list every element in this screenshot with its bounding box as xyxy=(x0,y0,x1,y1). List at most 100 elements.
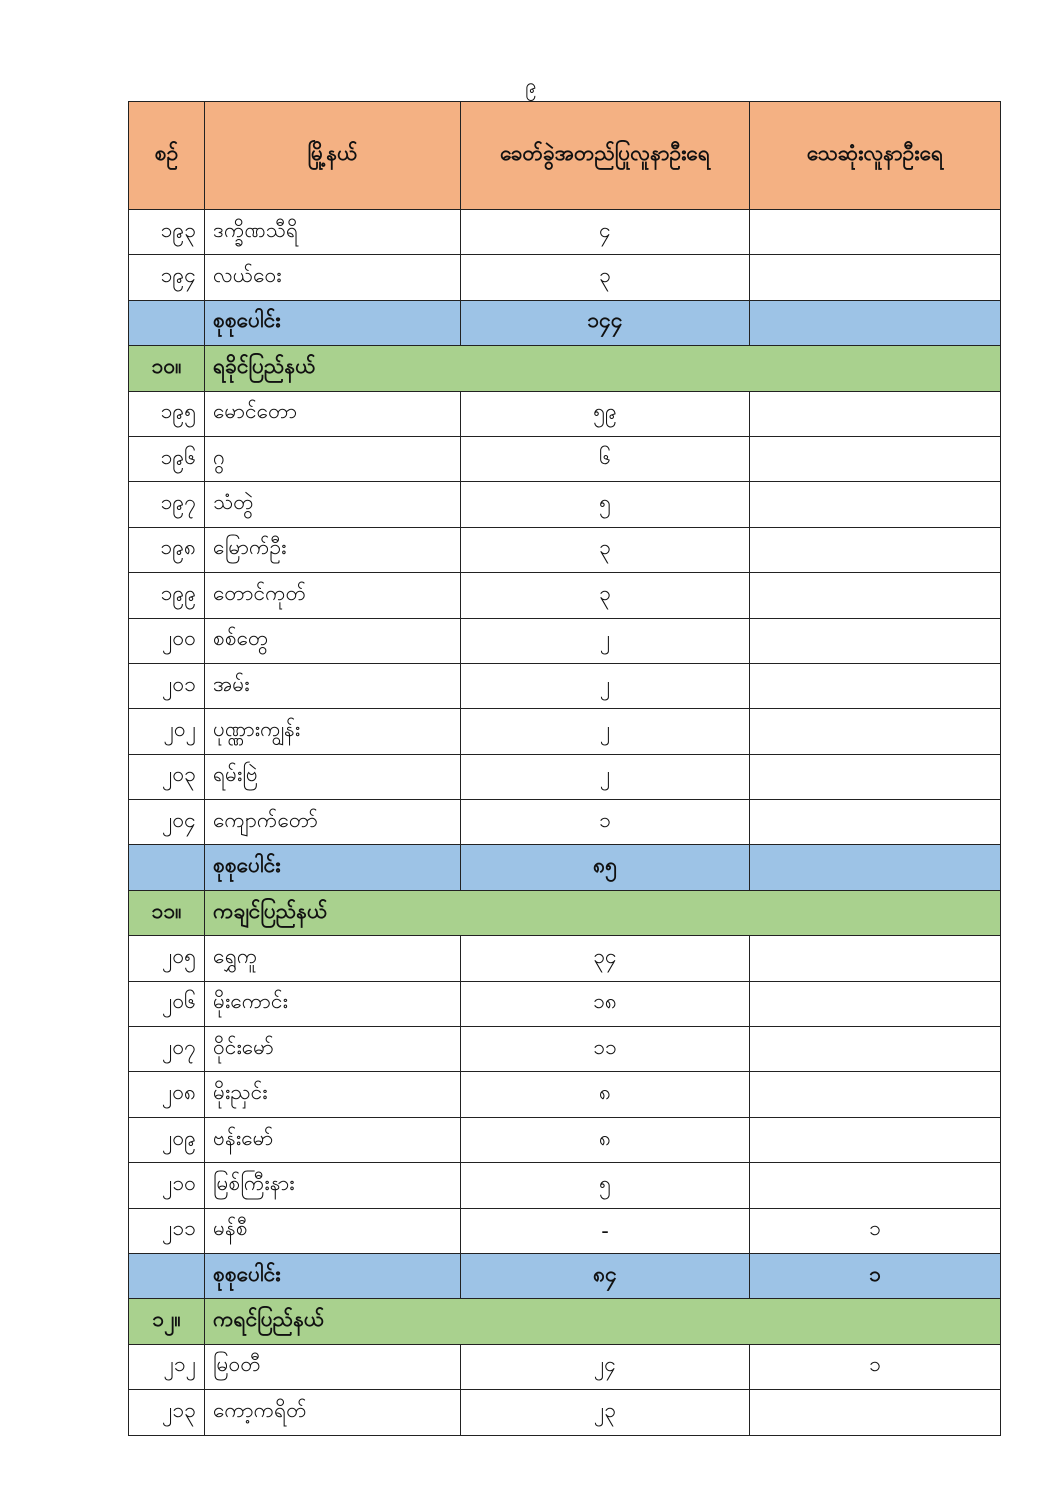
section-state-name: ကချင်ပြည်နယ် xyxy=(204,889,1001,937)
death-count: ၁ xyxy=(749,1252,1001,1300)
table-row: ၂၀၄ ကျောက်တော်၁ xyxy=(128,799,1001,846)
section-row: ၁၂။ ကရင်ပြည်နယ် xyxy=(128,1298,1001,1345)
confirmed-count: ၂ xyxy=(460,617,750,664)
death-count xyxy=(749,572,1001,619)
table-row: ၂၀၃ ရမ်းဗြဲ၂ xyxy=(128,753,1001,801)
death-count xyxy=(749,390,1001,437)
township-name: မန်စီ xyxy=(204,1207,461,1254)
serial-number: ၂၀၁ xyxy=(128,662,205,710)
township-name: မြစ်ကြီးနား xyxy=(204,1162,461,1209)
death-count xyxy=(749,1026,1001,1073)
total-label: စုစုပေါင်း xyxy=(204,299,461,347)
serial-number: ၂၁၃ xyxy=(128,1389,205,1436)
table-row: ၁၉၅ မောင်တော ၅၉ xyxy=(128,390,1001,437)
table-row: ၁၉၄ လယ်ဝေး၃ xyxy=(128,254,1001,301)
table-row: ၂၀၁ အမ်း၂ xyxy=(128,662,1001,710)
serial-number: ၂၀၈ xyxy=(128,1071,205,1118)
header-deaths: သေဆုံးလူနာဦးရေ xyxy=(749,101,1001,210)
township-name: မြဝတီ xyxy=(204,1343,461,1391)
table-row: ၁၉၈ မြောက်ဦး၃ xyxy=(128,526,1001,574)
table-row: ၂၀၉ ဗန်းမော်၈ xyxy=(128,1116,1001,1164)
table-row: ၁၉၆ ဂွ၆ xyxy=(128,435,1001,483)
section-row: ၁၁။ ကချင်ပြည်နယ် xyxy=(128,889,1001,937)
serial-number: ၁၉၅ xyxy=(128,390,205,437)
confirmed-count: ၅ xyxy=(460,1162,750,1209)
township-cases-table: စဉ် မြို့နယ် ခေတ်ခွဲအတည်ပြုလူနာဦးရေ သေဆု… xyxy=(128,101,1001,1436)
table-row: ၁၉၃ ဒက္ခိဏသီရိ၄ xyxy=(128,208,1001,256)
serial-number: ၁၉၆ xyxy=(128,435,205,483)
serial-number: ၂၀၆ xyxy=(128,980,205,1028)
serial-number: ၂၀၄ xyxy=(128,799,205,846)
serial-number xyxy=(128,299,205,347)
confirmed-count: ၅၉ xyxy=(460,390,750,437)
serial-number: ၁၉၇ xyxy=(128,481,205,528)
township-name: မောင်တော xyxy=(204,390,461,437)
death-count xyxy=(749,208,1001,256)
total-label: စုစုပေါင်း xyxy=(204,844,461,891)
confirmed-count: ၂၃ xyxy=(460,1389,750,1436)
confirmed-count: ၁၄၄ xyxy=(460,299,750,347)
confirmed-count: ၆ xyxy=(460,435,750,483)
table-row: ၂၀၅ ရွှေကူ ၃၄ xyxy=(128,935,1001,982)
table-row: ၁၉၉ တောင်ကုတ်၃ xyxy=(128,572,1001,619)
township-name: ရွှေကူ xyxy=(204,935,461,982)
confirmed-count: ၈၄ xyxy=(460,1252,750,1300)
table-row: ၂၁၂ မြဝတီ ၂၄၁ xyxy=(128,1343,1001,1391)
confirmed-count: ၃ xyxy=(460,254,750,301)
serial-number: ၂၀၃ xyxy=(128,753,205,801)
serial-number: ၂၁၁ xyxy=(128,1207,205,1254)
table-row: ၁၉၇ သံတွဲ၅ xyxy=(128,481,1001,528)
township-name: ဗန်းမော် xyxy=(204,1116,461,1164)
confirmed-count: ၅ xyxy=(460,481,750,528)
death-count xyxy=(749,254,1001,301)
serial-number: ၂၀၀ xyxy=(128,617,205,664)
confirmed-count: - xyxy=(460,1207,750,1254)
confirmed-count: ၁၈ xyxy=(460,980,750,1028)
township-name: ဝိုင်းမော် xyxy=(204,1026,461,1073)
section-number: ၁၀။ xyxy=(128,345,205,392)
death-count xyxy=(749,844,1001,891)
confirmed-count: ၃၄ xyxy=(460,935,750,982)
table-row: ၂၀၆ မိုးကောင်း ၁၈ xyxy=(128,980,1001,1028)
serial-number: ၂၁၂ xyxy=(128,1343,205,1391)
section-row: ၁၀။ ရခိုင်ပြည်နယ် xyxy=(128,345,1001,392)
header-serial-no: စဉ် xyxy=(128,101,205,210)
total-row: စုစုပေါင်း ၁၄၄ xyxy=(128,299,1001,347)
township-name: ပုဏ္ဏားကျွန်း xyxy=(204,708,461,755)
table-row: ၂၁၀ မြစ်ကြီးနား၅ xyxy=(128,1162,1001,1209)
township-name: ကျောက်တော် xyxy=(204,799,461,846)
confirmed-count: ၂ xyxy=(460,753,750,801)
death-count: ၁ xyxy=(749,1343,1001,1391)
total-row: စုစုပေါင်း ၈၄၁ xyxy=(128,1252,1001,1300)
death-count xyxy=(749,1116,1001,1164)
township-name: ရမ်းဗြဲ xyxy=(204,753,461,801)
section-state-name: ကရင်ပြည်နယ် xyxy=(204,1298,1001,1345)
serial-number: ၂၀၉ xyxy=(128,1116,205,1164)
serial-number: ၂၀၅ xyxy=(128,935,205,982)
confirmed-count: ၃ xyxy=(460,526,750,574)
table-row: ၂၁၃ ကော့ကရိတ် ၂၃ xyxy=(128,1389,1001,1436)
confirmed-count: ၈၅ xyxy=(460,844,750,891)
death-count xyxy=(749,662,1001,710)
township-name: လယ်ဝေး xyxy=(204,254,461,301)
header-township: မြို့နယ် xyxy=(204,101,461,210)
death-count xyxy=(749,435,1001,483)
total-label: စုစုပေါင်း xyxy=(204,1252,461,1300)
header-row: စဉ် မြို့နယ် ခေတ်ခွဲအတည်ပြုလူနာဦးရေ သေဆု… xyxy=(128,101,1001,210)
death-count xyxy=(749,617,1001,664)
confirmed-count: ၁၁ xyxy=(460,1026,750,1073)
township-name: တောင်ကုတ် xyxy=(204,572,461,619)
death-count xyxy=(749,799,1001,846)
table-row: ၂၀၈ မိုးညှင်း၈ xyxy=(128,1071,1001,1118)
table-row: ၂၀၂ ပုဏ္ဏားကျွန်း၂ xyxy=(128,708,1001,755)
section-number: ၁၂။ xyxy=(128,1298,205,1345)
confirmed-count: ၁ xyxy=(460,799,750,846)
confirmed-count: ၃ xyxy=(460,572,750,619)
confirmed-count: ၄ xyxy=(460,208,750,256)
death-count xyxy=(749,708,1001,755)
confirmed-count: ၂၄ xyxy=(460,1343,750,1391)
serial-number: ၁၉၃ xyxy=(128,208,205,256)
confirmed-count: ၈ xyxy=(460,1116,750,1164)
death-count xyxy=(749,1071,1001,1118)
township-name: အမ်း xyxy=(204,662,461,710)
